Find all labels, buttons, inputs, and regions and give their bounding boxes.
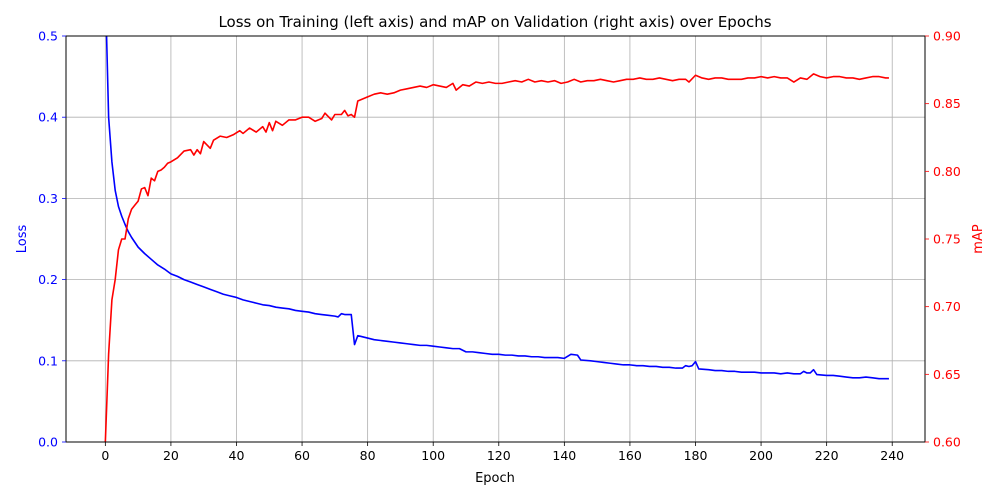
x-tick-label: 240 xyxy=(880,448,904,463)
loss-series-line xyxy=(105,36,889,380)
y-left-tick-label: 0.5 xyxy=(38,29,58,44)
tick-marks xyxy=(62,35,929,446)
x-tick-label: 100 xyxy=(421,448,445,463)
map-series-line xyxy=(104,73,889,442)
y-right-tick-label: 0.75 xyxy=(933,232,961,247)
y-right-tick-label: 0.85 xyxy=(933,96,961,111)
x-tick-label: 180 xyxy=(684,448,708,463)
y-right-tick-label: 0.90 xyxy=(933,29,961,44)
y-left-tick-label: 0.4 xyxy=(38,110,58,125)
x-tick-label: 120 xyxy=(487,448,511,463)
y-right-tick-label: 0.70 xyxy=(933,299,961,314)
y-left-tick-label: 0.2 xyxy=(38,272,58,287)
x-axis-title: Epoch xyxy=(475,471,515,486)
x-tick-label: 40 xyxy=(229,448,245,463)
y-right-tick-label: 0.80 xyxy=(933,164,961,179)
y-axis-right-title: mAP xyxy=(971,224,986,254)
x-tick-label: 200 xyxy=(749,448,773,463)
x-tick-label: 160 xyxy=(618,448,642,463)
x-tick-label: 140 xyxy=(552,448,576,463)
y-axis-left-title: Loss xyxy=(15,225,30,254)
x-tick-label: 220 xyxy=(815,448,839,463)
x-tick-label: 60 xyxy=(294,448,310,463)
y-right-tick-label: 0.60 xyxy=(933,435,961,450)
y-left-tick-label: 0.3 xyxy=(38,191,58,206)
x-tick-label: 20 xyxy=(163,448,179,463)
y-left-tick-label: 0.1 xyxy=(38,353,58,368)
y-right-tick-label: 0.65 xyxy=(933,367,961,382)
x-tick-label: 80 xyxy=(360,448,376,463)
series-lines xyxy=(104,36,889,442)
x-tick-label: 0 xyxy=(101,448,109,463)
chart-title: Loss on Training (left axis) and mAP on … xyxy=(218,13,771,31)
y-left-tick-label: 0.0 xyxy=(38,435,58,450)
